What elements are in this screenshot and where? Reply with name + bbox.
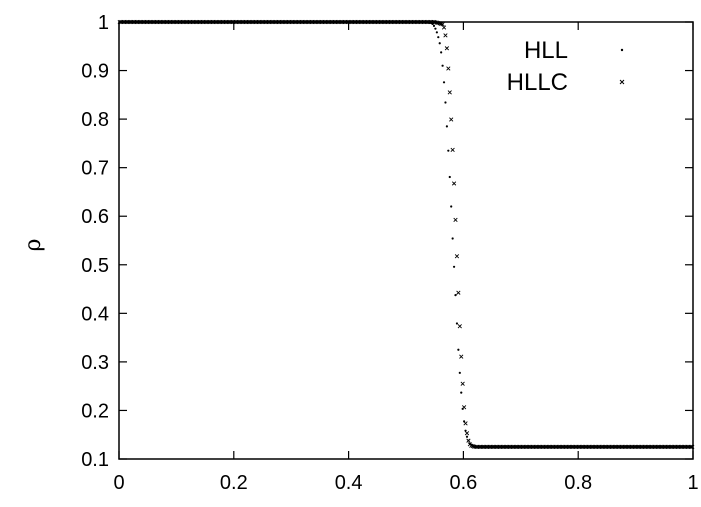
point-hll — [438, 42, 441, 45]
legend-marker-dot — [620, 48, 624, 52]
point-hllc — [464, 431, 470, 436]
point-hllc — [449, 117, 454, 122]
point-hll — [451, 237, 454, 240]
point-hll — [434, 27, 437, 30]
point-hll — [435, 31, 438, 34]
series-hll — [118, 20, 694, 448]
point-hllc — [454, 254, 460, 259]
y-tick-label: 0.2 — [81, 400, 109, 422]
plot-area — [118, 21, 694, 460]
point-hllc — [440, 22, 445, 27]
legend: HLL HLLC — [507, 37, 625, 96]
point-hll — [464, 429, 467, 432]
y-tick-label: 0.4 — [81, 303, 109, 325]
point-hllc — [457, 324, 462, 329]
point-hllc — [451, 181, 457, 186]
point-hllc — [466, 438, 471, 443]
point-hllc — [453, 217, 458, 222]
point-hll — [448, 175, 451, 179]
point-hll — [432, 24, 436, 27]
point-hllc — [450, 147, 455, 152]
y-tick-label: 0.7 — [81, 158, 109, 180]
x-tick-label: 0.8 — [564, 472, 592, 494]
point-hllc — [443, 33, 448, 38]
point-hll — [437, 36, 440, 39]
data-markers — [117, 19, 695, 449]
point-hll — [455, 322, 459, 325]
point-hll — [444, 101, 447, 104]
point-hll — [460, 391, 463, 394]
point-hll — [441, 64, 444, 67]
point-hllc — [463, 421, 468, 426]
point-hllc — [690, 444, 695, 449]
y-tick-label: 0.9 — [81, 61, 109, 83]
legend-label-hllc: HLLC — [507, 69, 568, 96]
y-tick-label: 0.1 — [81, 449, 109, 471]
point-hllc — [688, 444, 693, 449]
point-hllc — [447, 90, 452, 95]
point-hllc — [460, 381, 465, 386]
point-hll — [452, 265, 456, 268]
x-tick-label: 1 — [687, 472, 698, 494]
x-tick-label: 0.2 — [220, 472, 248, 494]
x-tick-label: 0 — [113, 472, 124, 494]
y-tick-label: 0.5 — [81, 255, 109, 277]
point-hll — [465, 435, 469, 438]
point-hllc — [441, 25, 447, 30]
legend-marker-x — [619, 79, 625, 85]
point-hllc — [461, 405, 467, 410]
y-axis-label: ρ — [21, 239, 46, 252]
plot-frame — [118, 21, 694, 460]
point-hll — [447, 149, 450, 152]
point-hllc — [444, 46, 450, 51]
point-hll — [445, 125, 448, 128]
point-hllc — [456, 290, 461, 295]
point-hll — [458, 371, 461, 374]
x-tick-label: 0.6 — [449, 472, 477, 494]
y-tick-label: 0.8 — [81, 109, 109, 131]
point-hllc — [459, 354, 464, 359]
y-tick-label: 0.6 — [81, 206, 109, 228]
point-hll — [442, 81, 446, 84]
point-hll — [440, 51, 443, 54]
point-hllc — [446, 66, 451, 71]
y-tick-label: 1 — [98, 12, 109, 34]
point-hll — [457, 348, 460, 351]
series-hllc — [117, 19, 695, 449]
x-tick-label: 0.4 — [335, 472, 363, 494]
point-hll — [450, 205, 453, 208]
axis-ticks: 0 0.2 0.4 0.6 0.8 1 0.1 0.2 0.3 0.4 0.5 0.6 0.7 0.8 0.… — [81, 12, 698, 494]
point-hll — [454, 294, 457, 297]
y-tick-label: 0.3 — [81, 352, 109, 374]
legend-label-hll: HLL — [524, 37, 568, 64]
